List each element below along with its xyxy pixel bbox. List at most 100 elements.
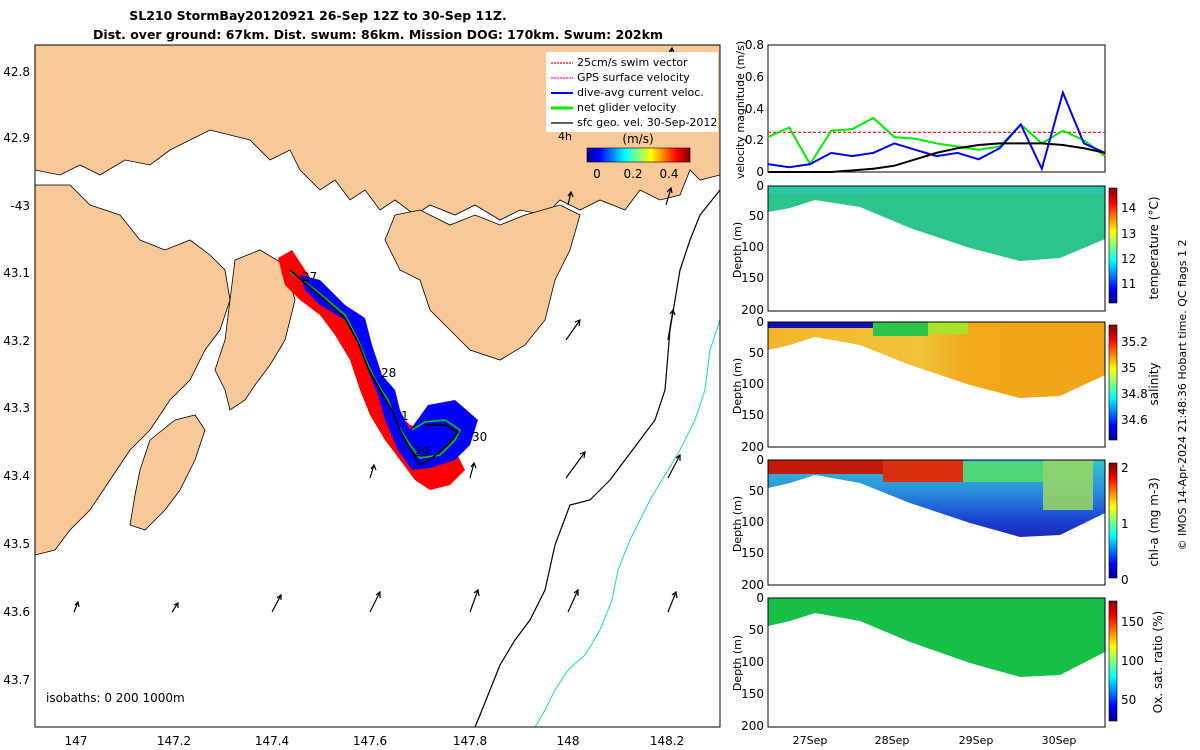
temp-ytick: 0 — [756, 179, 764, 193]
temp-cbtick: 12 — [1121, 252, 1136, 266]
temperature-panel: 0 50 100 150 200 Depth (m) 14 13 12 11 t… — [731, 179, 1161, 317]
temp-frame — [767, 185, 1106, 312]
map-ytick: -43 — [10, 199, 30, 213]
sal-cbtick: 34.8 — [1121, 387, 1148, 401]
section-xtick: 27Sep — [793, 734, 828, 747]
ox-ytick: 0 — [756, 591, 764, 605]
velocity-series-line — [767, 116, 1106, 167]
map-xtick: 147.4 — [255, 734, 289, 748]
sal-surface-fresh — [768, 322, 873, 328]
section-xtick: 29Sep — [959, 734, 994, 747]
map-ytick: 43.3 — [3, 401, 30, 415]
legend-label: 25cm/s swim vector — [577, 56, 688, 69]
ox-colorbar — [1108, 600, 1118, 722]
map-xtick: 147 — [65, 734, 88, 748]
ox-ytick: 200 — [741, 719, 764, 733]
map-colorbar: (m/s) 0 0.2 0.4 — [586, 132, 691, 181]
map-ytick: 42.9 — [3, 131, 30, 145]
temp-cblabel: temperature (°C) — [1147, 197, 1161, 300]
ox-cblabel: Ox. sat. ratio (%) — [1151, 611, 1165, 713]
vel-ytick: 0.8 — [745, 38, 764, 52]
colorbar-bar — [586, 147, 691, 163]
legend-item: 25cm/s swim vector — [551, 56, 688, 69]
chla-ytick: 0 — [756, 453, 764, 467]
chla-cbtick: 2 — [1121, 461, 1129, 475]
track-label-28: 28 — [381, 366, 396, 380]
track-label-27: 27 — [302, 270, 317, 284]
legend-item: GPS surface velocity — [551, 71, 690, 84]
vel-ytick: 0.6 — [745, 70, 764, 84]
title-line-2: Dist. over ground: 67km. Dist. swum: 86k… — [93, 27, 663, 42]
map-ytick: 42.8 — [3, 65, 30, 79]
ox-ylabel: Depth (m) — [731, 635, 744, 691]
map-xtick: 148.2 — [650, 734, 684, 748]
legend-label: GPS surface velocity — [577, 71, 690, 84]
ox-section — [768, 598, 1105, 677]
chla-mid — [963, 462, 1043, 482]
sal-ytick: 50 — [749, 346, 764, 360]
isobath-200 — [474, 189, 720, 727]
chla-bloom-2 — [883, 460, 963, 482]
ox-cbtick: 150 — [1121, 615, 1144, 629]
sal-cbtick: 35 — [1121, 361, 1136, 375]
sal-ytick: 200 — [741, 440, 764, 454]
map-ytick: 43.1 — [3, 266, 30, 280]
chla-ytick: 200 — [741, 578, 764, 592]
temp-section — [768, 186, 1105, 261]
map-ytick: 43.6 — [3, 605, 30, 619]
velocity-series-line — [768, 142, 1106, 173]
sal-colorbar — [1108, 324, 1118, 441]
map-xtick: 148 — [557, 734, 580, 748]
colorbar-tick: 0.4 — [659, 167, 678, 181]
land-south-bruny — [129, 414, 206, 531]
track-line — [289, 269, 460, 467]
sal-cblabel: salinity — [1147, 362, 1161, 405]
chla-ytick: 150 — [741, 546, 764, 560]
map-legend: 25cm/s swim vector GPS surface velocity … — [546, 52, 718, 143]
map-ytick: 43.4 — [3, 469, 30, 483]
chla-ytick: 100 — [741, 515, 764, 529]
ox-ytick: 150 — [741, 687, 764, 701]
track-label-1: 1 — [401, 409, 409, 423]
map-ytick: 43.5 — [3, 537, 30, 551]
sal-ytick: 150 — [741, 408, 764, 422]
legend-suffix: 4h — [558, 130, 572, 143]
chla-surface-bloom — [768, 460, 883, 474]
temp-surface-layer — [768, 186, 1105, 194]
section-xtick: 28Sep — [875, 734, 910, 747]
sal-cbtick: 35.2 — [1121, 335, 1148, 349]
temp-ytick: 50 — [749, 209, 764, 223]
velocity-series — [767, 89, 1106, 173]
legend-label: net glider velocity — [577, 101, 677, 114]
sal-yellow-patch — [928, 322, 968, 334]
chla-cblabel: chl-a (mg m-3) — [1147, 477, 1161, 566]
chla-cbtick: 1 — [1121, 517, 1129, 531]
velocity-frame — [767, 44, 1106, 173]
map-xtick: 147.8 — [453, 734, 487, 748]
temp-ytick: 200 — [741, 303, 764, 317]
sal-ytick: 100 — [741, 377, 764, 391]
chla-colorbar — [1108, 462, 1118, 579]
track-label-30: 30 — [472, 430, 487, 444]
map-xtick: 147.2 — [157, 734, 191, 748]
ox-cbtick: 50 — [1121, 693, 1136, 707]
temp-colorbar — [1108, 187, 1118, 304]
chla-cbtick: 0 — [1121, 573, 1129, 587]
temp-cbtick: 11 — [1121, 277, 1136, 291]
legend-item: net glider velocity — [551, 101, 677, 114]
credit-text: © IMOS 14-Apr-2024 21:48:36 Hobart time.… — [1176, 240, 1189, 551]
oxygen-panel: 0 50 100 150 200 Depth (m) 150 100 50 Ox… — [731, 591, 1165, 747]
map-y-axis: 42.8 42.9 -43 43.1 43.2 43.3 43.4 43.5 4… — [3, 65, 30, 687]
map-ytick: 43.2 — [3, 334, 30, 348]
ox-frame — [767, 597, 1106, 728]
legend-item: dive-avg current veloc. — [551, 86, 704, 99]
velocity-panel: 0 0.2 0.4 0.6 0.8 velocity magnitude (m/… — [734, 38, 1106, 179]
legend-item: sfc geo. vel. 30-Sep-2012 — [551, 116, 717, 129]
temp-ytick: 150 — [741, 271, 764, 285]
temp-ylabel: Depth (m) — [731, 222, 744, 278]
chla-frame — [767, 459, 1106, 586]
ox-ytick: 100 — [741, 655, 764, 669]
map-xtick: 147.6 — [353, 734, 387, 748]
sal-section — [768, 322, 1105, 398]
legend-box — [546, 52, 718, 132]
